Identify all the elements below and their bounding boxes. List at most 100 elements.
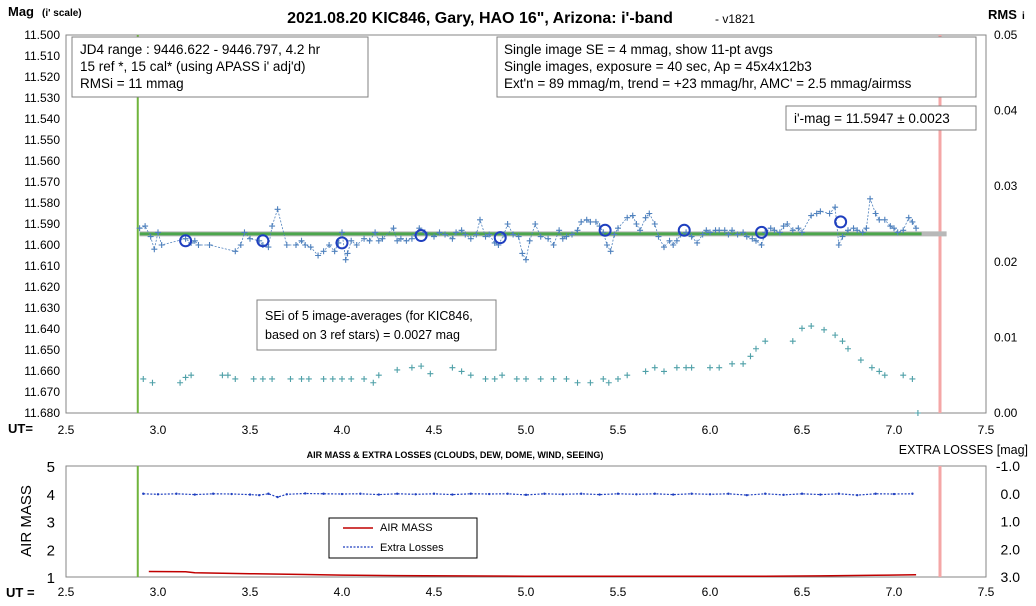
single-image-point xyxy=(666,237,673,244)
single-image-point xyxy=(431,233,437,240)
rms-point xyxy=(729,360,736,367)
extra-losses-point xyxy=(432,492,436,495)
single-image-point xyxy=(283,242,290,248)
average-point xyxy=(834,215,848,229)
y2-tick-label: 0.05 xyxy=(994,28,1018,42)
extra-losses-point xyxy=(258,493,261,497)
average-point xyxy=(677,223,691,237)
rms-point xyxy=(876,368,883,375)
rms-point xyxy=(427,370,434,377)
top-x-ticks: 2.5 3.0 3.5 4.0 4.5 5.0 5.5 6.0 6.5 7.0 7.5 xyxy=(58,423,995,437)
rms-point xyxy=(799,325,805,332)
info-left-line-3: RMSi = 11 mmag xyxy=(80,76,184,91)
average-point xyxy=(179,234,193,248)
rms-point xyxy=(914,410,921,416)
y-tick-label: 11.630 xyxy=(24,301,60,315)
rms-point xyxy=(298,375,305,382)
single-image-point xyxy=(633,221,640,227)
single-image-point xyxy=(753,237,759,244)
single-image-point xyxy=(372,229,379,236)
single-image-point xyxy=(477,216,483,223)
rms-point xyxy=(673,364,680,371)
single-image-point xyxy=(699,231,706,238)
lower-y-tick-label: 5 xyxy=(47,459,55,476)
single-image-point xyxy=(688,233,695,240)
single-image-point xyxy=(353,242,360,248)
rms-point xyxy=(587,379,594,386)
rms-point xyxy=(329,375,336,382)
extra-losses-point xyxy=(543,492,546,495)
y-tick-label: 11.660 xyxy=(24,364,60,378)
y-tick-label: 11.640 xyxy=(24,322,60,336)
imag-box xyxy=(785,105,977,131)
rms-point xyxy=(224,372,231,379)
single-image-point xyxy=(155,229,161,236)
single-image-point xyxy=(725,231,732,238)
single-image-point xyxy=(473,231,480,238)
y2-tick-label: 0.04 xyxy=(994,104,1018,118)
y2-tick-label: 0.00 xyxy=(994,406,1018,420)
extra-losses-points xyxy=(142,492,914,499)
rms-point xyxy=(808,323,815,330)
info-right-line-3: Ext'n = 89 mmag/m, trend = +23 mmag/hr, … xyxy=(504,76,912,91)
single-image-point xyxy=(241,229,248,236)
info-left-line-1: JD4 range : 9446.622 - 9446.797, 4.2 hr xyxy=(80,42,321,57)
single-image-point xyxy=(607,248,614,255)
y-tick-label: 11.600 xyxy=(24,238,60,252)
rms-point xyxy=(467,372,474,379)
average-points-series xyxy=(179,215,848,250)
rms-point xyxy=(839,338,846,345)
single-image-point xyxy=(683,229,690,236)
y-axis-label: Mag xyxy=(8,4,34,19)
single-image-point xyxy=(729,227,736,234)
single-image-point xyxy=(826,210,833,217)
airmass-series-line xyxy=(148,570,917,577)
lower-y-ticks: 5 4 3 2 1 xyxy=(47,459,55,587)
rms-point xyxy=(232,375,239,382)
rms-point xyxy=(149,379,156,386)
rms-point xyxy=(740,360,747,367)
single-image-point xyxy=(147,233,154,240)
single-image-point xyxy=(545,235,552,242)
single-image-point xyxy=(326,242,333,248)
single-image-point xyxy=(550,242,557,248)
single-image-point xyxy=(839,233,846,240)
lower-y-axis-label: AIR MASS xyxy=(18,485,35,557)
single-image-point xyxy=(315,252,322,259)
lower-y-tick-label: 2 xyxy=(47,542,55,559)
info-right-line-2: Single images, exposure = 40 sec, Ap = 4… xyxy=(504,59,812,74)
single-image-point xyxy=(569,231,575,238)
rms-point xyxy=(259,375,266,382)
lower-x-tick-label: 2.5 xyxy=(58,585,75,599)
single-image-point xyxy=(504,221,511,227)
single-image-point xyxy=(611,231,618,238)
single-image-point xyxy=(859,229,866,236)
single-image-point xyxy=(583,216,590,223)
single-image-point xyxy=(832,204,839,211)
extra-losses-point xyxy=(414,493,417,496)
y2-axis-sublabel: i xyxy=(1022,11,1025,22)
single-image-point xyxy=(835,242,842,248)
lower-legend xyxy=(328,517,478,559)
rms-point xyxy=(900,372,907,379)
y2-axis-label: RMS xyxy=(988,7,1017,22)
extra-losses-point xyxy=(892,492,896,496)
single-image-point xyxy=(298,237,305,244)
y-tick-label: 11.620 xyxy=(24,280,60,294)
extra-losses-point xyxy=(156,493,160,496)
chart-version: - v1821 xyxy=(715,12,755,26)
single-image-point xyxy=(629,212,636,219)
extra-losses-point xyxy=(469,492,472,495)
lower-y-tick-label: 4 xyxy=(47,487,55,504)
single-image-point xyxy=(863,225,870,232)
lower-x-tick-label: 7.0 xyxy=(886,585,903,599)
single-image-point xyxy=(515,233,522,240)
single-image-point xyxy=(721,227,728,234)
extra-losses-point xyxy=(874,492,877,495)
extra-losses-point xyxy=(304,492,307,495)
info-left-line-2: 15 ref *, 15 cal* (using APASS i' adj'd) xyxy=(80,59,306,74)
single-image-point xyxy=(467,235,474,242)
single-image-point xyxy=(887,223,894,230)
x-tick-label: 7.0 xyxy=(886,423,903,437)
